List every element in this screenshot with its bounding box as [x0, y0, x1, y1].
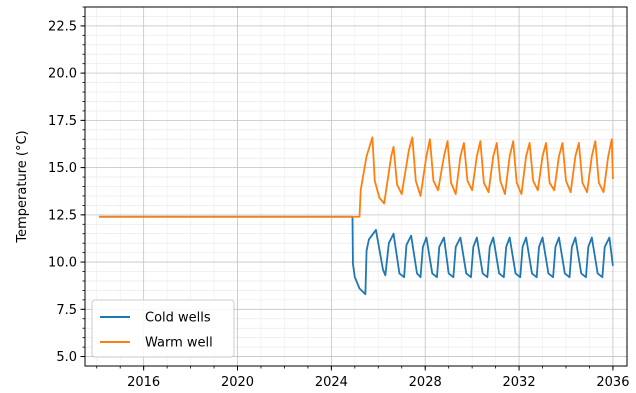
legend: Cold wells Warm well: [91, 299, 235, 358]
x-tick-label: 2024: [315, 375, 348, 390]
y-tick-label: 10.0: [48, 256, 77, 271]
y-tick-label: 12.5: [48, 208, 77, 223]
x-axis: 2016 2020 2024 2028 2032 2036: [96, 366, 629, 390]
series-lines: [99, 136, 614, 296]
y-axis: 5.0 7.5 10.0 12.5 15.0 17.5 20.0 22.5: [48, 6, 85, 365]
x-tick-label: 2020: [221, 375, 254, 390]
y-tick-label: 15.0: [48, 161, 77, 176]
legend-label-cold-wells: Cold wells: [145, 311, 211, 326]
x-tick-label: 2028: [409, 375, 442, 390]
y-tick-label: 17.5: [48, 114, 77, 129]
series-line-warm-well: [99, 136, 614, 218]
y-tick-label: 7.5: [56, 303, 77, 318]
y-tick-label: 20.0: [48, 67, 77, 82]
y-axis-label: Temperature (°C): [15, 130, 30, 243]
legend-label-warm-well: Warm well: [145, 336, 213, 351]
y-tick-label: 5.0: [56, 350, 77, 365]
x-tick-label: 2032: [503, 375, 536, 390]
y-tick-label: 22.5: [48, 19, 77, 34]
x-tick-label: 2016: [127, 375, 160, 390]
series-line-cold-wells: [99, 215, 614, 296]
x-tick-label: 2036: [596, 375, 629, 390]
